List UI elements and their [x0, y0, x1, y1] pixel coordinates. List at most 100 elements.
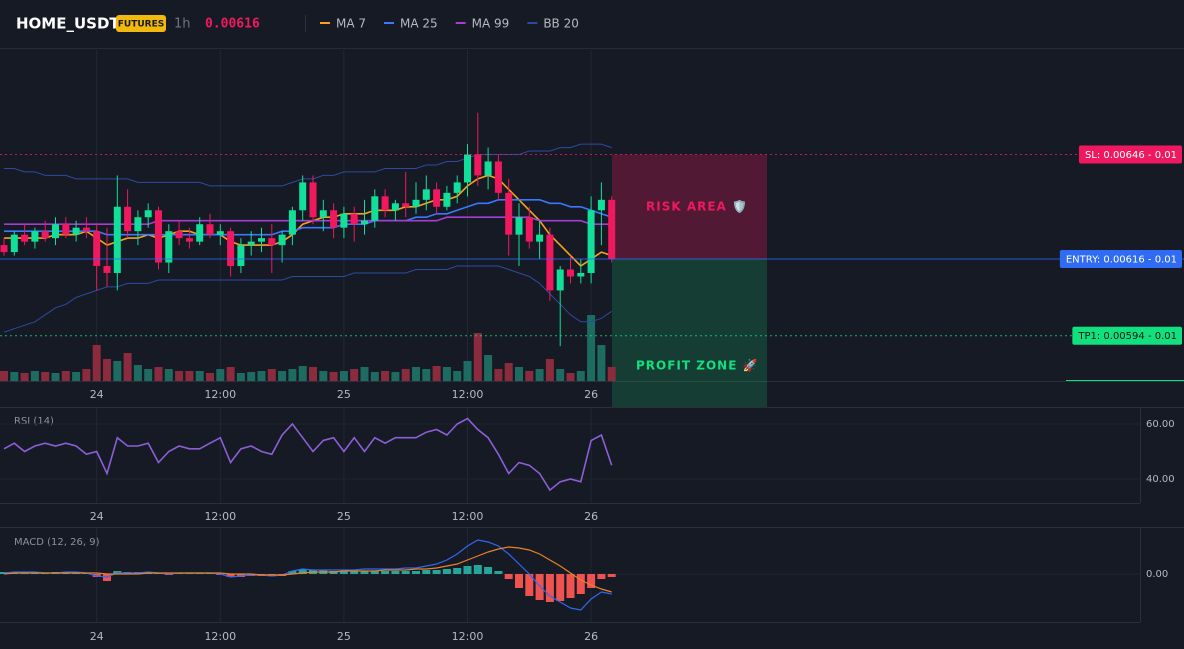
- candle-body: [484, 161, 492, 176]
- candle-body: [175, 231, 183, 239]
- histogram-bar: [442, 569, 451, 574]
- candle-body: [165, 231, 173, 263]
- histogram-bar: [515, 574, 523, 588]
- volume-bar: [278, 371, 287, 381]
- candle-body: [567, 269, 574, 277]
- histogram-bar: [463, 566, 472, 574]
- histogram-bar: [504, 574, 513, 579]
- volume-bar: [350, 369, 359, 381]
- y-tick-label: 0.00: [1146, 569, 1168, 580]
- legend-label: MA 7: [336, 17, 366, 31]
- volume-bar: [339, 371, 348, 381]
- signal-line: [3, 546, 612, 593]
- y-tick-label: 40.00: [1146, 474, 1175, 485]
- zone-label: PROFIT ZONE 🚀: [636, 359, 759, 373]
- legend-label: BB 20: [543, 17, 579, 31]
- candle-body: [319, 210, 327, 218]
- candle-body: [196, 224, 204, 242]
- candle-body: [185, 238, 193, 242]
- badge-bg: [116, 15, 166, 32]
- x-tick-label: 24: [90, 510, 104, 523]
- legend: MA 7 MA 25 MA 99 BB 20: [320, 17, 579, 31]
- ma-line: [4, 174, 612, 268]
- risk-zone: [612, 154, 767, 260]
- candle-body: [41, 231, 49, 239]
- x-tick-label: 12:00: [452, 510, 484, 523]
- candle-body: [134, 217, 142, 232]
- volume-bar: [463, 361, 472, 381]
- candle-body: [381, 196, 389, 211]
- volume-bar: [329, 372, 338, 381]
- histogram-bar: [607, 574, 616, 577]
- histogram-bar: [432, 570, 441, 574]
- y-tick-label: 60.00: [1146, 419, 1175, 430]
- candle-body: [113, 206, 121, 273]
- candle-body: [247, 241, 255, 246]
- candle-body: [412, 199, 420, 207]
- volume-bar: [164, 369, 173, 381]
- histogram-bar: [473, 565, 482, 574]
- x-tick-label: 25: [337, 388, 351, 401]
- volume-bar: [525, 371, 534, 381]
- candle-body: [433, 189, 441, 207]
- candle-body: [608, 199, 616, 260]
- x-tick-label: 12:00: [204, 510, 236, 523]
- volume-bar: [566, 373, 575, 381]
- volume-bar: [453, 371, 462, 381]
- volume-bar: [576, 371, 585, 381]
- candle-body: [422, 189, 430, 200]
- volume-bar: [597, 345, 606, 381]
- volume-bar: [360, 367, 369, 381]
- volume-bar: [247, 372, 256, 381]
- volume-bar: [51, 373, 60, 381]
- volume-bar: [61, 371, 70, 381]
- level-badge: [1059, 250, 1182, 269]
- volume-bar: [257, 371, 266, 381]
- x-tick-label: 12:00: [452, 388, 484, 401]
- candle-body: [402, 203, 410, 207]
- volume-bar: [103, 359, 111, 381]
- candle-body: [340, 213, 348, 228]
- volume-bar: [216, 369, 225, 381]
- volume-bar: [370, 372, 379, 381]
- histogram-bar: [545, 574, 554, 602]
- candle-body: [309, 182, 317, 218]
- candle-body: [21, 234, 29, 242]
- volume-bar: [381, 371, 390, 381]
- histogram-bar: [566, 574, 575, 598]
- candle-body: [350, 213, 358, 225]
- x-tick-label: 24: [90, 388, 104, 401]
- volume-bar: [473, 333, 482, 381]
- volume-bar: [30, 371, 39, 381]
- volume-bar: [288, 369, 297, 381]
- last-price: 0.00616: [205, 17, 260, 32]
- volume-bar: [185, 371, 194, 381]
- legend-label: MA 25: [400, 17, 438, 31]
- candle-body: [227, 231, 235, 267]
- macd-line: [3, 539, 612, 611]
- candle-body: [391, 203, 399, 211]
- volume-bar: [484, 355, 493, 381]
- histogram-bar: [453, 568, 462, 574]
- candle-body: [237, 245, 245, 267]
- volume-bar: [309, 367, 317, 381]
- volume-bar: [298, 366, 307, 381]
- histogram-bar: [576, 574, 585, 594]
- candle-body: [10, 234, 18, 253]
- x-tick-label: 25: [337, 630, 351, 643]
- candle-body: [144, 210, 152, 218]
- volume-bar: [154, 367, 163, 381]
- candle-body: [155, 210, 162, 263]
- volume-bar: [607, 367, 616, 381]
- candle-body: [31, 231, 39, 242]
- candle-body: [474, 154, 482, 176]
- volume-bar: [515, 367, 523, 381]
- volume-bar: [206, 373, 214, 381]
- histogram-bar: [587, 574, 596, 588]
- histogram-bar: [525, 574, 534, 596]
- volume-bar: [267, 369, 276, 381]
- candle-body: [278, 234, 286, 246]
- volume-bar: [82, 369, 91, 381]
